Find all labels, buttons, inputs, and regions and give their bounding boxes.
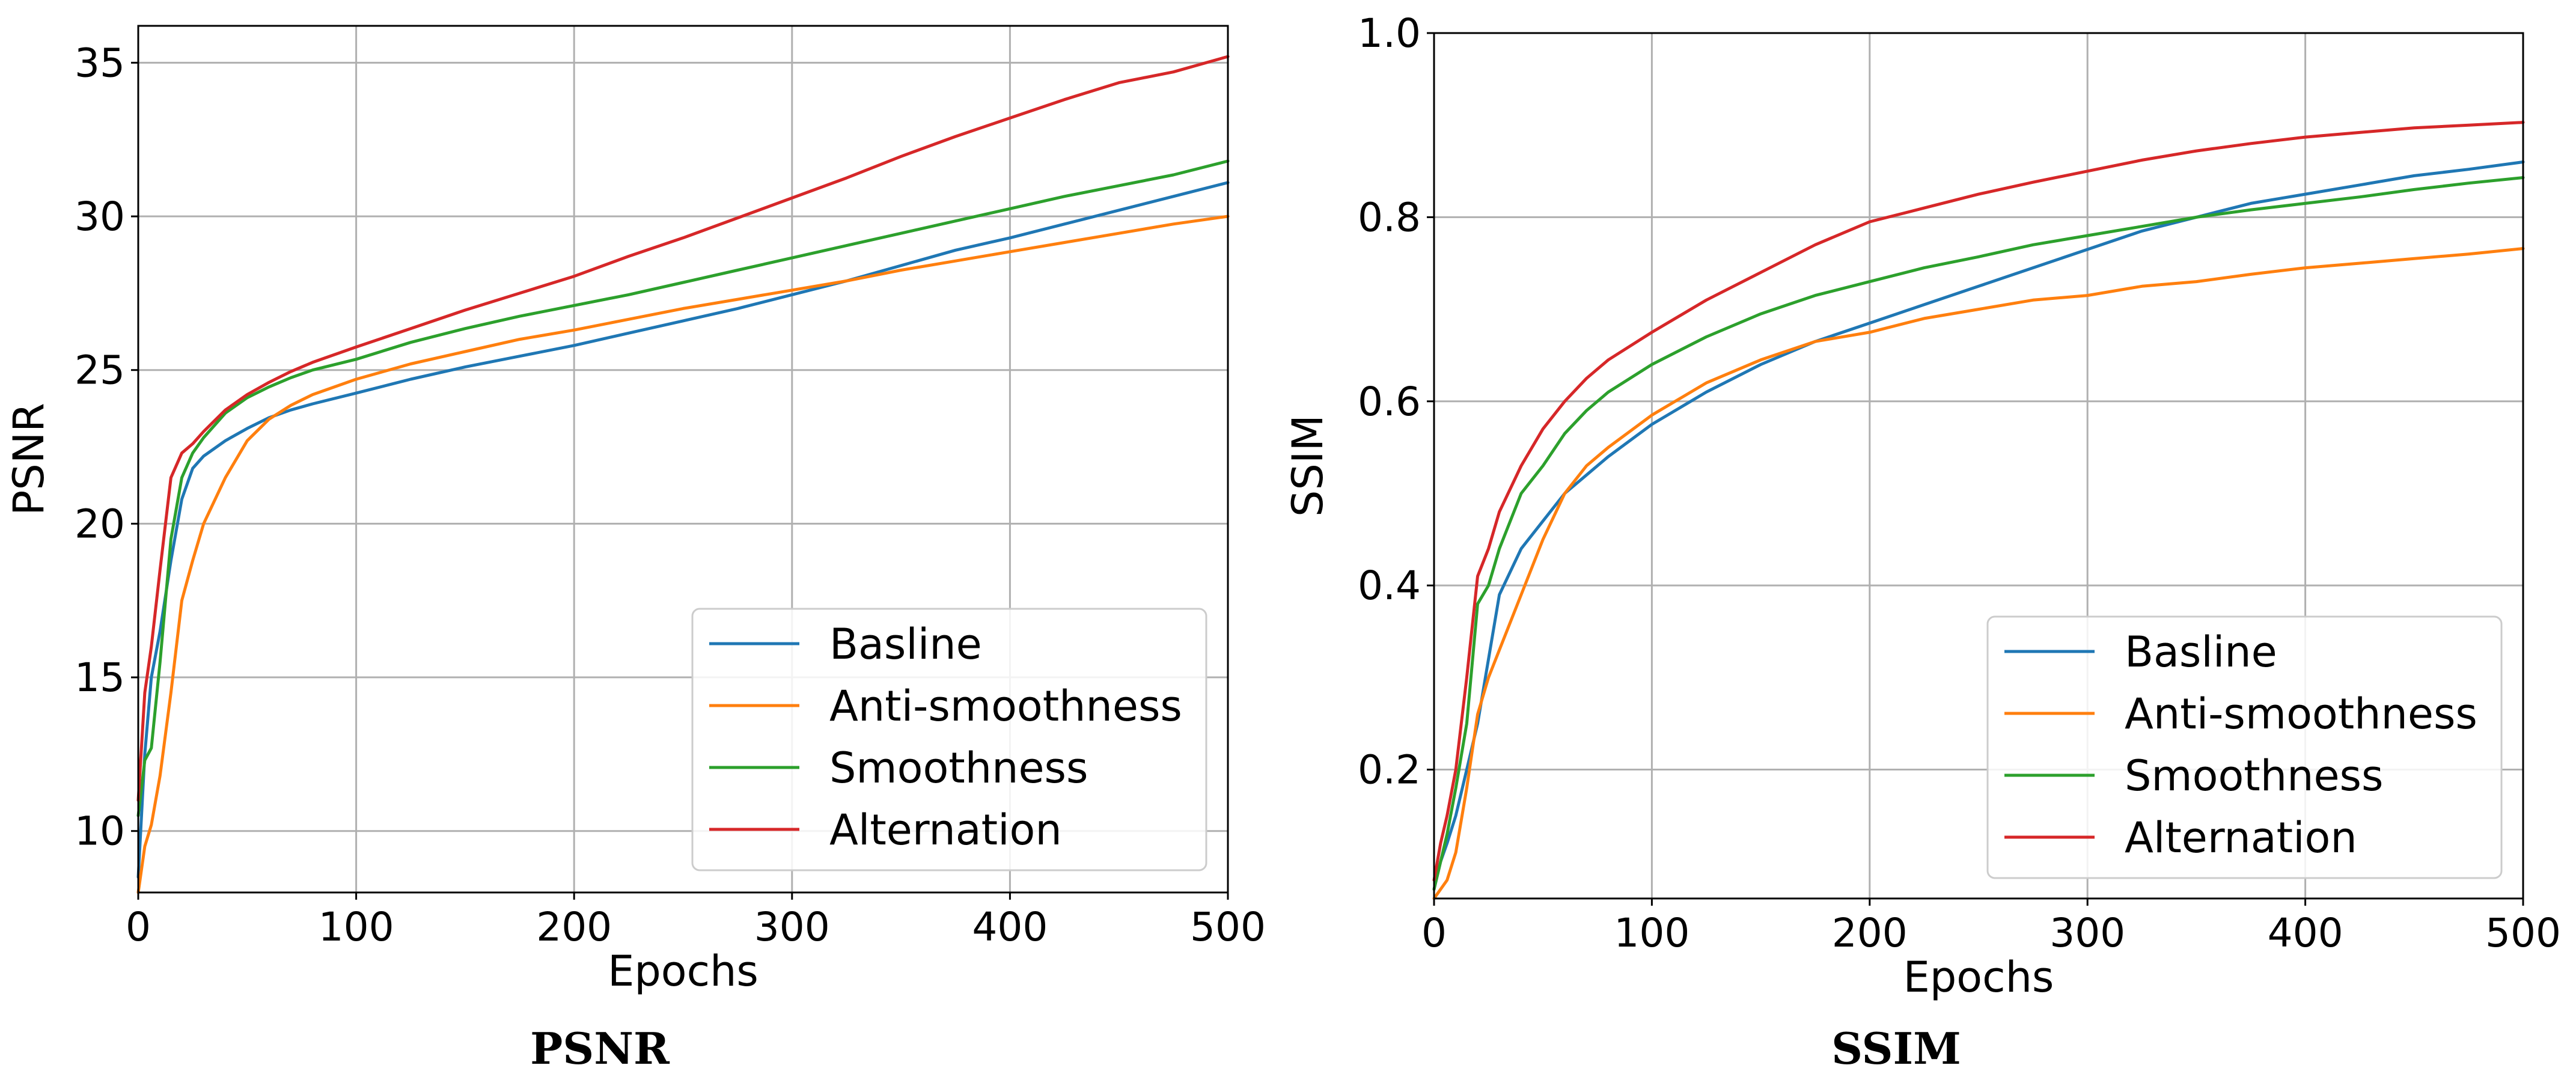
psnr-chart: 0 100 200 300 400 500 10 15 20 25 30 35 Epochs PSNR Ba… [4, 25, 1266, 996]
psnr-xtick-label: 500 [1190, 904, 1266, 950]
ssim-series-alternation [1432, 121, 2525, 882]
psnr-ytick-label: 35 [75, 40, 125, 86]
ssim-xtick-label: 0 [1421, 910, 1447, 956]
psnr-legend: Basline Anti-smoothness Smoothness Alternat… [691, 608, 1207, 871]
psnr-ytick-label: 25 [75, 347, 125, 394]
ssim-ytick-label: 0.6 [1358, 379, 1421, 425]
ssim-xtick-label: 100 [1614, 910, 1689, 956]
psnr-caption: PSNR [530, 1023, 670, 1074]
psnr-plot-frame [137, 25, 1229, 894]
ssim-ytick-label: 0.8 [1358, 194, 1421, 240]
ssim-legend-label: Anti-smoothness [2125, 689, 2477, 739]
ssim-plot-frame [1433, 32, 2524, 900]
psnr-legend-label: Smoothness [829, 743, 1088, 793]
ssim-series-anti-smoothness [1432, 247, 2525, 900]
ssim-yaxis-label: SSIM [1283, 415, 1332, 517]
psnr-ytick-label: 20 [75, 501, 125, 547]
ssim-caption: SSIM [1831, 1023, 1961, 1074]
ssim-legend-box [1986, 615, 2503, 879]
psnr-xtick-label: 100 [319, 904, 394, 950]
psnr-xtick-label: 200 [536, 904, 612, 950]
ssim-xtick-label: 500 [2485, 910, 2561, 956]
psnr-ytick-label: 30 [75, 194, 125, 240]
psnr-series-anti-smoothness [136, 215, 1230, 894]
psnr-series-smoothness [136, 159, 1230, 817]
ssim-ytick-label: 0.4 [1358, 563, 1421, 609]
ssim-ytick-label: 0.2 [1358, 747, 1421, 793]
ssim-series-smoothness [1432, 176, 2525, 891]
psnr-legend-box [691, 608, 1207, 871]
ssim-xtick-label: 300 [2050, 910, 2125, 956]
psnr-ytick-label: 10 [75, 808, 125, 855]
ssim-ytick-label: 1.0 [1358, 10, 1421, 56]
psnr-ytick-label: 15 [75, 654, 125, 701]
psnr-legend-label: Basline [829, 620, 982, 669]
psnr-legend-label: Anti-smoothness [829, 682, 1182, 731]
ssim-legend-label: Smoothness [2125, 751, 2383, 801]
psnr-legend-label: Alternation [829, 805, 1062, 855]
psnr-xtick-label: 0 [126, 904, 151, 950]
psnr-yaxis-label: PSNR [4, 403, 53, 516]
psnr-series-alternation [136, 55, 1230, 802]
psnr-xtick-label: 400 [972, 904, 1048, 950]
ssim-legend: Basline Anti-smoothness Smoothness Alternat… [1986, 615, 2503, 879]
ssim-legend-label: Alternation [2125, 813, 2357, 862]
ssim-xtick-label: 400 [2268, 910, 2343, 956]
psnr-series-basline [136, 181, 1230, 879]
ssim-chart: 0 100 200 300 400 500 0.2 0.4 0.6 0.8 1.0 Epochs SSI… [1283, 10, 2561, 1002]
ssim-legend-label: Basline [2125, 627, 2277, 677]
psnr-xaxis-label: Epochs [608, 947, 758, 996]
ssim-xtick-label: 200 [1832, 910, 1908, 956]
ssim-xaxis-label: Epochs [1903, 953, 2054, 1002]
psnr-xtick-label: 300 [754, 904, 830, 950]
